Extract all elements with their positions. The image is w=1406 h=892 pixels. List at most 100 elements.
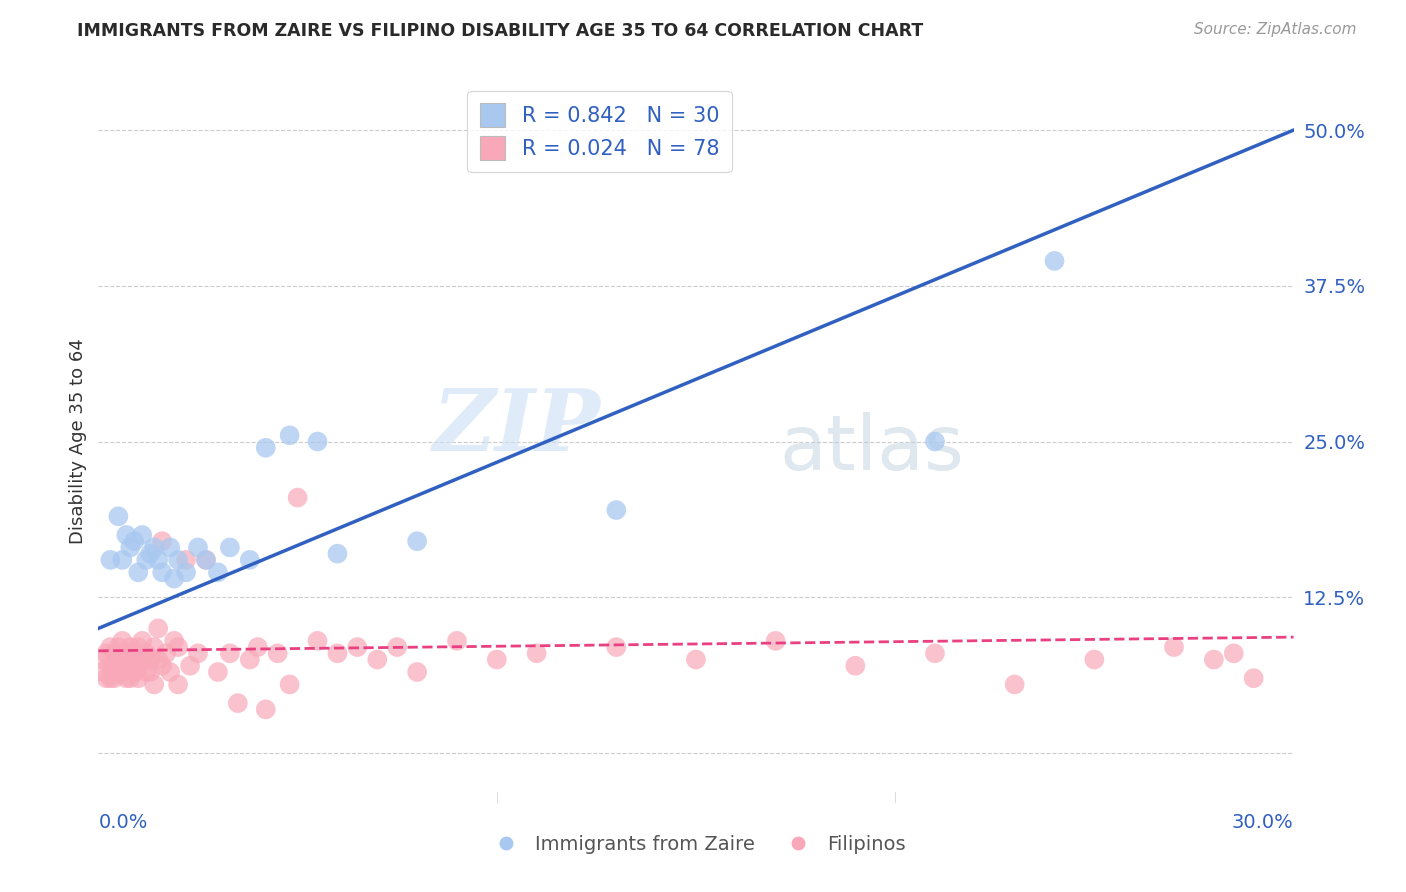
Point <box>406 665 429 679</box>
Point <box>239 553 262 567</box>
Point <box>167 553 190 567</box>
Text: ZIP: ZIP <box>433 385 600 469</box>
Point <box>159 665 181 679</box>
Point <box>1243 671 1265 685</box>
Point <box>187 541 209 555</box>
Point <box>98 553 122 567</box>
Text: 30.0%: 30.0% <box>1232 813 1294 831</box>
Text: 0.0%: 0.0% <box>98 813 148 831</box>
Point <box>179 658 201 673</box>
Point <box>148 621 170 635</box>
Point <box>159 541 181 555</box>
Point <box>163 633 186 648</box>
Point <box>307 434 329 449</box>
Point <box>246 640 269 654</box>
Point <box>111 665 134 679</box>
Point <box>120 671 142 685</box>
Point <box>924 646 946 660</box>
Point <box>143 541 166 555</box>
Point <box>96 671 118 685</box>
Point <box>103 658 125 673</box>
Point <box>326 547 349 561</box>
Point <box>98 640 122 654</box>
Point <box>139 547 162 561</box>
Point <box>239 652 262 666</box>
Point <box>131 652 153 666</box>
Point <box>120 658 142 673</box>
Point <box>107 652 129 666</box>
Point <box>307 633 329 648</box>
Point <box>115 646 138 660</box>
Point <box>115 528 138 542</box>
Point <box>167 677 190 691</box>
Point <box>135 646 157 660</box>
Point <box>366 652 388 666</box>
Point <box>485 652 508 666</box>
Point <box>143 640 166 654</box>
Point <box>326 646 349 660</box>
Point <box>267 646 290 660</box>
Point <box>278 428 301 442</box>
Point <box>127 658 149 673</box>
Point <box>120 541 142 555</box>
Point <box>685 652 707 666</box>
Text: Source: ZipAtlas.com: Source: ZipAtlas.com <box>1194 22 1357 37</box>
Point <box>124 534 146 549</box>
Point <box>103 646 125 660</box>
Point <box>924 434 946 449</box>
Point <box>150 658 173 673</box>
Point <box>254 441 277 455</box>
Point <box>446 633 468 648</box>
Point <box>91 665 114 679</box>
Point <box>254 702 277 716</box>
Point <box>150 566 173 580</box>
Point <box>139 665 162 679</box>
Point <box>127 566 149 580</box>
Point <box>111 553 134 567</box>
Point <box>127 640 149 654</box>
Point <box>124 646 146 660</box>
Point <box>107 640 129 654</box>
Point <box>195 553 218 567</box>
Point <box>91 652 114 666</box>
Point <box>167 640 190 654</box>
Point <box>148 553 170 567</box>
Text: atlas: atlas <box>779 412 965 486</box>
Point <box>1223 646 1246 660</box>
Point <box>115 671 138 685</box>
Point <box>131 633 153 648</box>
Point <box>174 553 197 567</box>
Point <box>278 677 301 691</box>
Point <box>124 652 146 666</box>
Point <box>103 671 125 685</box>
Point <box>226 696 249 710</box>
Point <box>98 658 122 673</box>
Point <box>1083 652 1105 666</box>
Point <box>195 553 218 567</box>
Point <box>406 534 429 549</box>
Point <box>115 658 138 673</box>
Point <box>187 646 209 660</box>
Point <box>107 509 129 524</box>
Point <box>127 671 149 685</box>
Point <box>526 646 548 660</box>
Point <box>219 646 242 660</box>
Text: IMMIGRANTS FROM ZAIRE VS FILIPINO DISABILITY AGE 35 TO 64 CORRELATION CHART: IMMIGRANTS FROM ZAIRE VS FILIPINO DISABI… <box>77 22 924 40</box>
Point <box>135 665 157 679</box>
Point <box>346 640 368 654</box>
Point <box>143 677 166 691</box>
Point <box>605 640 627 654</box>
Point <box>150 534 173 549</box>
Y-axis label: Disability Age 35 to 64: Disability Age 35 to 64 <box>69 339 87 544</box>
Point <box>844 658 866 673</box>
Legend: Immigrants from Zaire, Filipinos: Immigrants from Zaire, Filipinos <box>478 827 914 862</box>
Point <box>163 572 186 586</box>
Point <box>111 652 134 666</box>
Point <box>287 491 309 505</box>
Point <box>96 646 118 660</box>
Point <box>605 503 627 517</box>
Point <box>155 646 177 660</box>
Point <box>120 640 142 654</box>
Point <box>1163 640 1185 654</box>
Point <box>148 652 170 666</box>
